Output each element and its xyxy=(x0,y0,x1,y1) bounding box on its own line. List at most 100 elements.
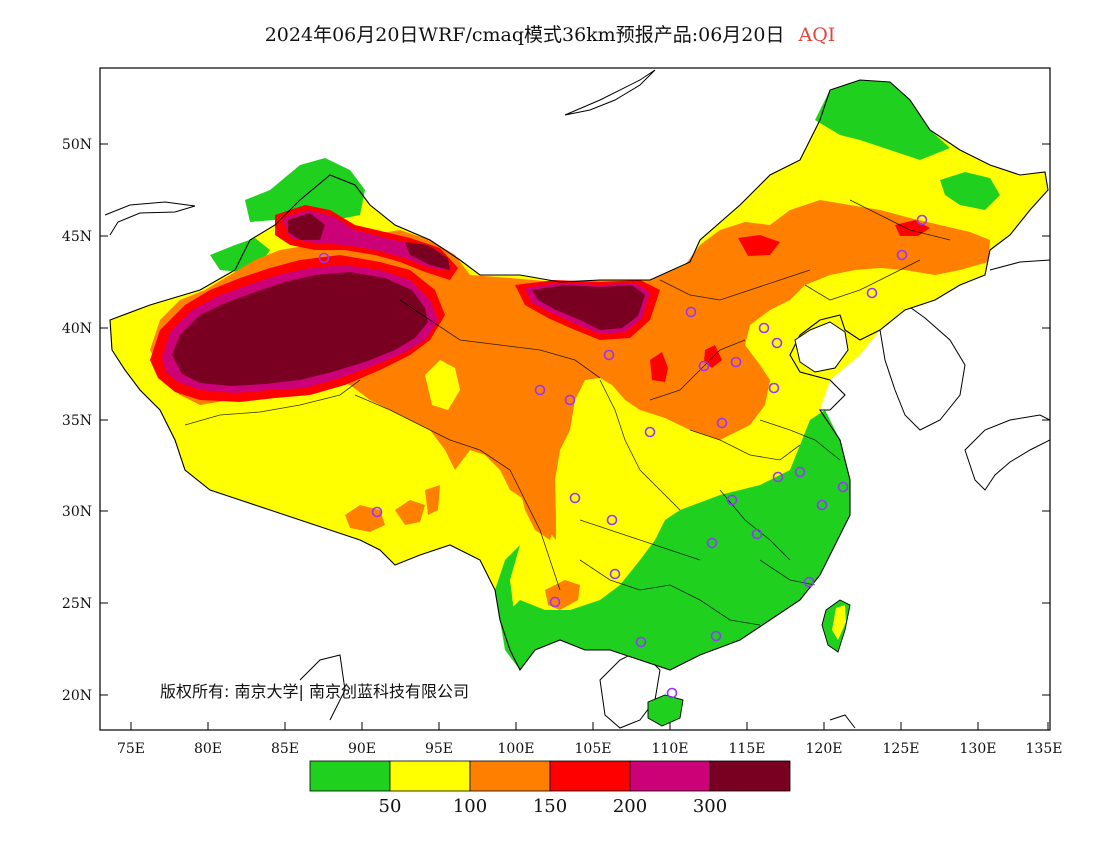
y-tick-label: 35N xyxy=(62,413,92,429)
map-content: 版权所有: 南京大学| 南京创蓝科技有限公司 xyxy=(104,69,1050,729)
station-marker xyxy=(706,537,718,549)
china-outline xyxy=(109,79,1049,672)
region-hazardous-tarim xyxy=(172,272,428,386)
bohai-bay-coast xyxy=(794,321,849,373)
x-tick-label: 135E xyxy=(1026,741,1063,757)
station-markers xyxy=(318,214,928,699)
boundary-tibet-qinghai xyxy=(354,394,526,501)
map-title: 2024年06月20日WRF/cmaq模式36km预报产品:06月20日 AQI xyxy=(0,20,1100,47)
boundary-henan-hubei xyxy=(689,429,801,461)
region-sensitive-tibet-south xyxy=(345,505,385,532)
y-tick-label: 40N xyxy=(62,321,92,337)
boundary-xinjiang-qinghai xyxy=(399,299,601,379)
legend-label: 100 xyxy=(453,796,487,817)
legend-label: 200 xyxy=(613,796,647,817)
y-axis: 50N 45N 40N 35N 30N 25N 20N xyxy=(62,137,1050,704)
legend-swatch xyxy=(709,760,791,792)
station-marker xyxy=(758,322,770,334)
station-marker xyxy=(666,687,678,699)
y-tick-label: 30N xyxy=(62,504,92,520)
station-marker xyxy=(606,514,618,526)
north-coast xyxy=(989,259,1050,271)
x-tick-label: 100E xyxy=(498,741,535,757)
region-unhealthy-inner-mongolia xyxy=(738,235,780,256)
x-tick-label: 105E xyxy=(575,741,612,757)
station-marker xyxy=(603,349,615,361)
boundary-tibet-sichuan xyxy=(524,499,561,591)
region-moderate-taiwan xyxy=(832,605,846,640)
x-tick-label: 125E xyxy=(883,741,920,757)
station-marker xyxy=(726,494,738,506)
station-marker xyxy=(803,576,815,588)
boundary-guangxi-guangdong xyxy=(699,599,761,626)
station-marker xyxy=(685,306,697,318)
station-marker xyxy=(710,630,722,642)
boundary-heilongjiang-jilin xyxy=(849,199,951,241)
x-tick-label: 85E xyxy=(271,741,299,757)
region-hazardous-junggar-east xyxy=(405,242,450,270)
x-axis: 75E 80E 85E 90E 95E 100E 105E 110E 115E … xyxy=(117,722,1063,757)
kazakh-lake-coast xyxy=(104,201,196,236)
boundary-shaanxi-shanxi xyxy=(649,339,746,401)
station-marker xyxy=(896,249,908,261)
station-marker xyxy=(609,568,621,580)
region-good-yunnan-edge xyxy=(495,545,525,670)
map-frame-border xyxy=(99,67,1051,731)
y-tick-label: 50N xyxy=(62,137,92,153)
myanmar-coast xyxy=(299,654,346,721)
region-sensitive-tibet-south-2 xyxy=(395,500,425,525)
boundary-inner-mongolia xyxy=(659,269,811,301)
x-tick-label: 80E xyxy=(194,741,222,757)
hainan-outline xyxy=(647,694,684,727)
station-marker xyxy=(534,384,546,396)
legend-swatch xyxy=(469,760,551,792)
title-main: 2024年06月20日WRF/cmaq模式36km预报产品:06月20日 xyxy=(264,24,785,46)
station-marker xyxy=(549,596,561,608)
boundary-gansu-sichuan xyxy=(599,379,681,511)
legend-label: 50 xyxy=(379,796,402,817)
boundary-xinjiang-tibet xyxy=(184,379,361,426)
station-marker xyxy=(866,287,878,299)
station-marker xyxy=(837,481,849,493)
copyright-text: 版权所有: 南京大学| 南京创蓝科技有限公司 xyxy=(160,682,469,701)
station-marker xyxy=(564,394,576,406)
station-marker xyxy=(635,636,647,648)
station-marker xyxy=(716,417,728,429)
legend-swatch xyxy=(549,760,631,792)
station-marker xyxy=(569,492,581,504)
station-marker xyxy=(730,356,742,368)
y-tick-label: 25N xyxy=(62,596,92,612)
x-tick-label: 120E xyxy=(806,741,843,757)
station-marker xyxy=(768,382,780,394)
x-tick-label: 90E xyxy=(348,741,376,757)
legend-swatch xyxy=(309,760,391,792)
station-marker xyxy=(751,528,763,540)
x-tick-label: 95E xyxy=(425,741,453,757)
station-marker xyxy=(318,252,330,264)
region-good-hainan xyxy=(648,695,683,726)
legend-label: 150 xyxy=(533,796,567,817)
korea-coast xyxy=(879,299,966,431)
x-tick-label: 110E xyxy=(652,741,689,757)
luzon-coast xyxy=(829,714,856,729)
taiwan-outline xyxy=(821,599,851,653)
region-sensitive-southwest xyxy=(545,580,580,610)
x-tick-label: 115E xyxy=(729,741,766,757)
boundary-jiangxi-fujian xyxy=(759,559,816,586)
legend-swatch xyxy=(629,760,711,792)
region-good-south xyxy=(500,410,850,670)
y-tick-label: 45N xyxy=(62,229,92,245)
region-sensitive-tibet-south-3 xyxy=(425,485,440,515)
x-tick-marks xyxy=(130,722,1049,730)
region-sensitive-sichuan xyxy=(520,480,556,540)
region-hazardous-junggar xyxy=(288,213,325,240)
station-marker xyxy=(816,499,828,511)
station-marker xyxy=(916,214,928,226)
title-variable: AQI xyxy=(798,24,836,46)
region-hazardous-alxa xyxy=(532,285,645,330)
y-tick-label: 20N xyxy=(62,688,92,704)
boundary-yunnan-guangxi xyxy=(579,559,701,601)
station-marker xyxy=(644,426,656,438)
legend-swatch xyxy=(389,760,471,792)
